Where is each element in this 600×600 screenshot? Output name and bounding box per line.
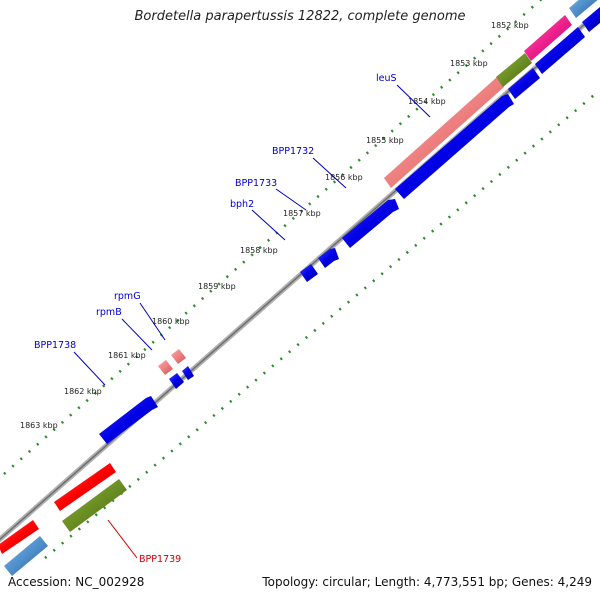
gene-label: rpmG <box>114 291 141 302</box>
ruler-label: 1858 kbp <box>240 246 278 255</box>
cds-small-1 <box>169 373 184 389</box>
gene-label: leuS <box>376 73 397 84</box>
gene-leader-line <box>121 318 153 351</box>
ruler-label: 1852 kbp <box>491 21 529 30</box>
ruler-label: 1856 kbp <box>325 173 363 182</box>
ruler-labels: 1852 kbp 1853 kbp 1854 kbp 1855 kbp 1856 kbp… <box>20 21 529 430</box>
ruler-label: 1854 kbp <box>408 97 446 106</box>
feature-olive-lower <box>62 479 127 532</box>
cds-upper-1 <box>508 68 540 99</box>
gene-label: bph2 <box>230 199 254 210</box>
inner-tick-row <box>44 89 600 559</box>
ruler-label: 1859 kbp <box>198 282 236 291</box>
gene-BPP1733-feature <box>318 248 339 268</box>
ruler-label: 1853 kbp <box>450 59 488 68</box>
gene-BPP1739-feature <box>54 463 116 511</box>
gene-leader-line <box>275 188 307 211</box>
cds-leuS-region <box>395 94 514 199</box>
gene-leuS-rna <box>384 77 504 188</box>
gene-leader-line <box>312 157 347 189</box>
ruler-label: 1863 kbp <box>20 421 58 430</box>
feature-steel-left <box>4 536 48 576</box>
feature-magenta <box>524 15 572 61</box>
genome-summary: Topology: circular; Length: 4,773,551 bp… <box>262 575 592 589</box>
ruler-label: 1857 kbp <box>283 209 321 218</box>
outer-tick-row <box>3 0 543 475</box>
accession-label: Accession: NC_002928 <box>8 575 145 589</box>
gene-leader-line <box>139 302 166 341</box>
gene-bph2-feature <box>300 264 318 282</box>
ruler-label: 1861 kbp <box>108 351 146 360</box>
gene-label: rpmB <box>96 307 122 318</box>
rna-rpmB-feature <box>158 360 173 375</box>
gene-leader-line <box>73 351 106 386</box>
gene-label: BPP1733 <box>235 178 277 189</box>
ruler-label: 1860 kbp <box>152 317 190 326</box>
gene-BPP1732-feature <box>342 199 399 248</box>
ruler-label: 1855 kbp <box>366 136 404 145</box>
gene-leader-line <box>251 209 286 241</box>
gene-label: BPP1739 <box>139 554 181 565</box>
gene-labels: leuS BPP1732 BPP1733 bph2 rpmG rpmB BPP1738 BPP… <box>34 73 431 565</box>
cds-upper-2 <box>535 27 585 74</box>
feature-steel-top <box>569 0 598 18</box>
genome-backbone-core <box>0 9 600 541</box>
gene-BPP1738-feature <box>99 396 158 444</box>
ruler-label: 1862 kbp <box>64 387 102 396</box>
feature-red-left <box>0 520 39 554</box>
gene-leader-line <box>107 519 138 559</box>
cds-upper-3 <box>582 7 600 32</box>
rna-rpmG-feature <box>171 349 186 364</box>
cds-small-2 <box>182 366 194 380</box>
feature-olive-upper <box>496 53 532 87</box>
gene-leader-line <box>396 84 431 118</box>
gene-label: BPP1738 <box>34 340 76 351</box>
figure-title: Bordetella parapertussis 12822, complete… <box>134 9 466 24</box>
gene-label: BPP1732 <box>272 146 314 157</box>
